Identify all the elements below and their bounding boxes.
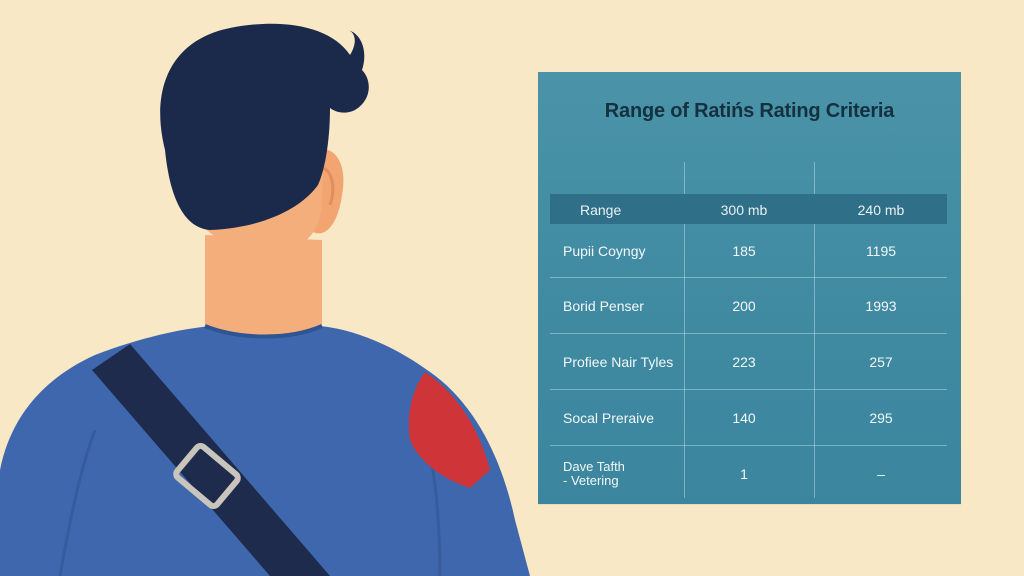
row-value: 1 bbox=[740, 466, 748, 482]
row-label: Borid Penser bbox=[563, 298, 644, 314]
header-cell: Range bbox=[580, 202, 622, 218]
row-divider bbox=[550, 333, 947, 334]
ear-inner bbox=[321, 166, 335, 206]
row-divider bbox=[550, 277, 947, 278]
row-value: 223 bbox=[732, 354, 756, 370]
row-value: 200 bbox=[732, 298, 756, 314]
row-label-line: Dave Tafth bbox=[563, 459, 625, 474]
header-cell: 240 mb bbox=[857, 202, 905, 218]
neck bbox=[205, 235, 322, 335]
column-divider bbox=[814, 162, 815, 498]
row-label-line: - Vetering bbox=[563, 473, 619, 488]
row-value: 1993 bbox=[865, 298, 897, 314]
row-value: 140 bbox=[732, 410, 756, 426]
header-cell: 300 mb bbox=[720, 202, 768, 218]
row-value: 295 bbox=[869, 410, 893, 426]
row-label: Dave Tafth - Vetering bbox=[563, 460, 625, 488]
header-row bbox=[550, 194, 947, 224]
rating-board: Range of Ratińs Rating Criteria Range 30… bbox=[538, 72, 961, 504]
row-divider bbox=[550, 389, 947, 390]
shirt-fold bbox=[58, 429, 97, 576]
row-label: Pupii Coyngy bbox=[563, 243, 646, 259]
shoulder-patch bbox=[408, 372, 490, 488]
column-divider bbox=[684, 162, 685, 498]
collar bbox=[204, 324, 323, 339]
row-value: 185 bbox=[732, 243, 756, 259]
bag-strap bbox=[92, 344, 330, 576]
hair bbox=[160, 23, 369, 231]
row-value: 1195 bbox=[865, 243, 897, 259]
row-label: Socal Preraive bbox=[563, 410, 655, 426]
strap-buckle bbox=[173, 443, 241, 509]
board-title: Range of Ratińs Rating Criteria bbox=[604, 100, 895, 122]
row-divider bbox=[550, 445, 947, 446]
row-label: Profiee Nair Tyles bbox=[563, 354, 674, 370]
row-value: 257 bbox=[869, 354, 893, 370]
row-value: – bbox=[877, 466, 885, 482]
